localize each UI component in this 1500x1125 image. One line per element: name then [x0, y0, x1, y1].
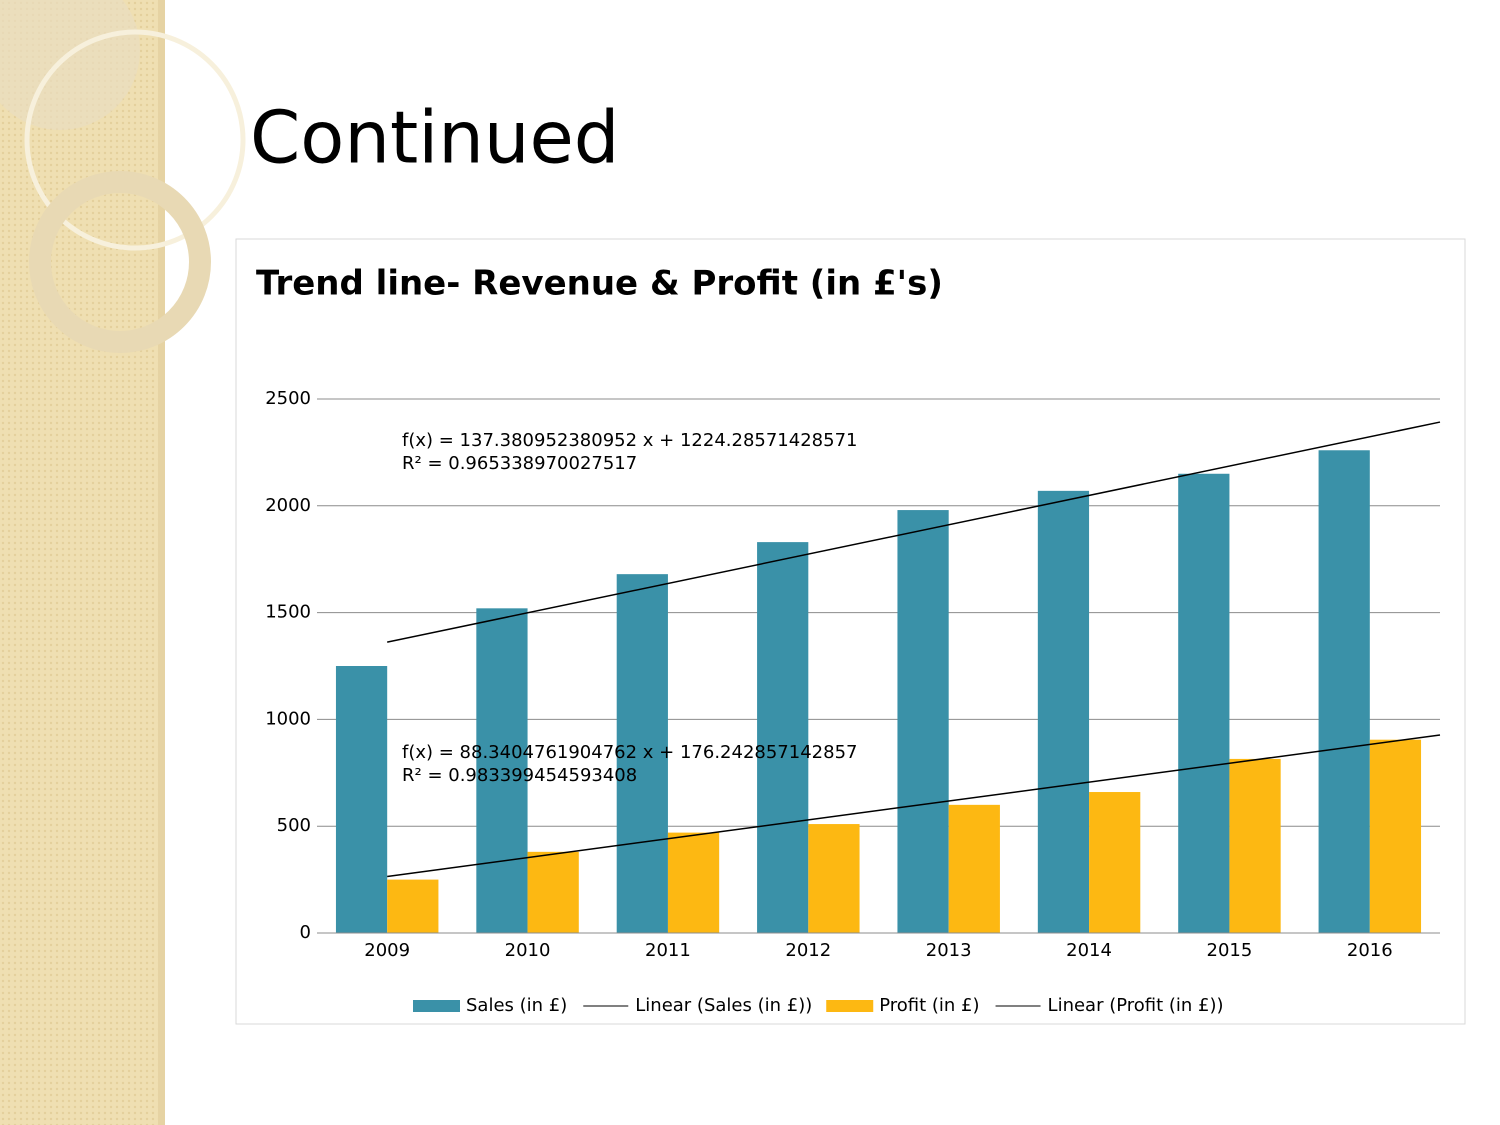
bar: [1318, 450, 1370, 933]
bar: [757, 542, 809, 933]
x-tick-label: 2014: [1066, 940, 1112, 961]
bar: [1178, 473, 1230, 933]
x-tick-label: 2013: [926, 940, 972, 961]
y-tick-label: 500: [277, 815, 311, 836]
bar: [335, 666, 388, 933]
bar: [527, 851, 579, 933]
legend-swatch: [826, 1000, 874, 1012]
y-tick-label: 2000: [265, 495, 311, 516]
x-tick-label: 2012: [785, 940, 831, 961]
y-tick-label: 1500: [265, 602, 311, 623]
legend-swatch: [413, 1000, 460, 1012]
x-tick-label: 2016: [1347, 940, 1393, 961]
trend-r-squared: R² = 0.965338970027517: [402, 453, 637, 474]
bar: [616, 574, 668, 933]
trend-line: [387, 734, 1441, 878]
legend-label: Linear (Sales (in £)): [635, 995, 812, 1016]
bar: [1229, 758, 1281, 933]
legend-label: Sales (in £): [466, 995, 567, 1016]
bar: [1037, 490, 1090, 933]
bar: [667, 832, 720, 933]
bar: [808, 824, 860, 933]
bar: [897, 510, 949, 933]
slide-title: Continued: [250, 96, 619, 180]
legend-label: Profit (in £): [879, 995, 979, 1016]
bar: [1089, 792, 1141, 933]
x-tick-label: 2010: [505, 940, 551, 961]
trend-equation: f(x) = 137.380952380952 x + 1224.2857142…: [402, 430, 857, 451]
bar: [948, 804, 1000, 933]
trend-r-squared: R² = 0.983399454593408: [402, 765, 637, 786]
trend-line: [387, 421, 1441, 643]
x-tick-label: 2011: [645, 940, 691, 961]
x-tick-label: 2009: [364, 940, 410, 961]
y-tick-label: 2500: [265, 388, 311, 409]
x-tick-label: 2015: [1207, 940, 1253, 961]
bar: [1369, 739, 1422, 933]
y-tick-label: 0: [300, 922, 311, 943]
bar: [387, 879, 439, 933]
bar: [476, 608, 528, 933]
side-decoration: [0, 0, 246, 1125]
chart-title: Trend line- Revenue & Profit (in £'s): [256, 264, 943, 304]
y-tick-label: 1000: [265, 708, 311, 729]
legend-label: Linear (Profit (in £)): [1048, 995, 1224, 1016]
trend-equation: f(x) = 88.3404761904762 x + 176.24285714…: [402, 742, 857, 763]
